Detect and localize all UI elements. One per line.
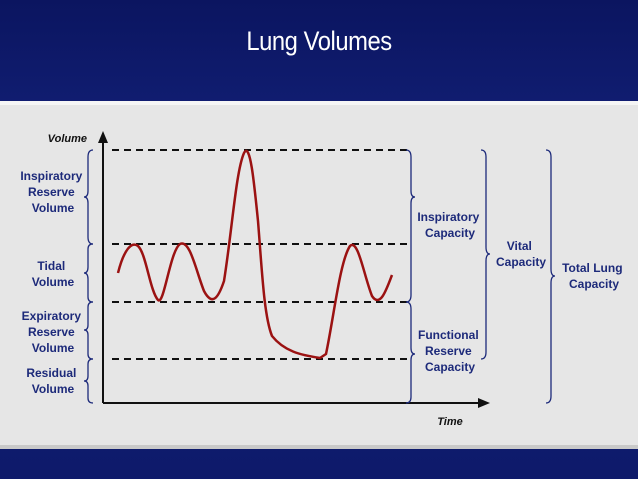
ic-brace [405,149,416,303]
lung-volumes-diagram: Volume Time Inspiratory Reserve Volume T… [20,131,626,428]
x-axis-arrow [478,398,490,408]
vc-brace [480,149,491,360]
tlc-label: Total Lung Capacity [562,261,626,291]
tidal-label: Tidal Volume [32,259,75,289]
slide-title: Lung Volumes [246,26,392,56]
breathing-curve [116,149,394,360]
erv-label: Expiratory Reserve Volume [22,309,85,355]
rv-brace [83,358,94,404]
diagram-panel [0,101,638,449]
x-axis-label: Time [437,416,462,428]
frc-brace [405,301,416,404]
frc-label: Functional Reserve Capacity [418,328,482,374]
tlc-brace [545,149,556,404]
y-axis-label: Volume [48,133,87,145]
tidal-brace [83,243,94,303]
y-axis-arrow [98,131,108,143]
erv-brace [83,301,94,360]
irv-brace [83,149,94,245]
rv-label: Residual Volume [26,366,79,396]
vc-label: Vital Capacity [496,239,546,269]
ic-label: Inspiratory Capacity [417,210,482,240]
irv-label: Inspiratory Reserve Volume [20,169,85,215]
